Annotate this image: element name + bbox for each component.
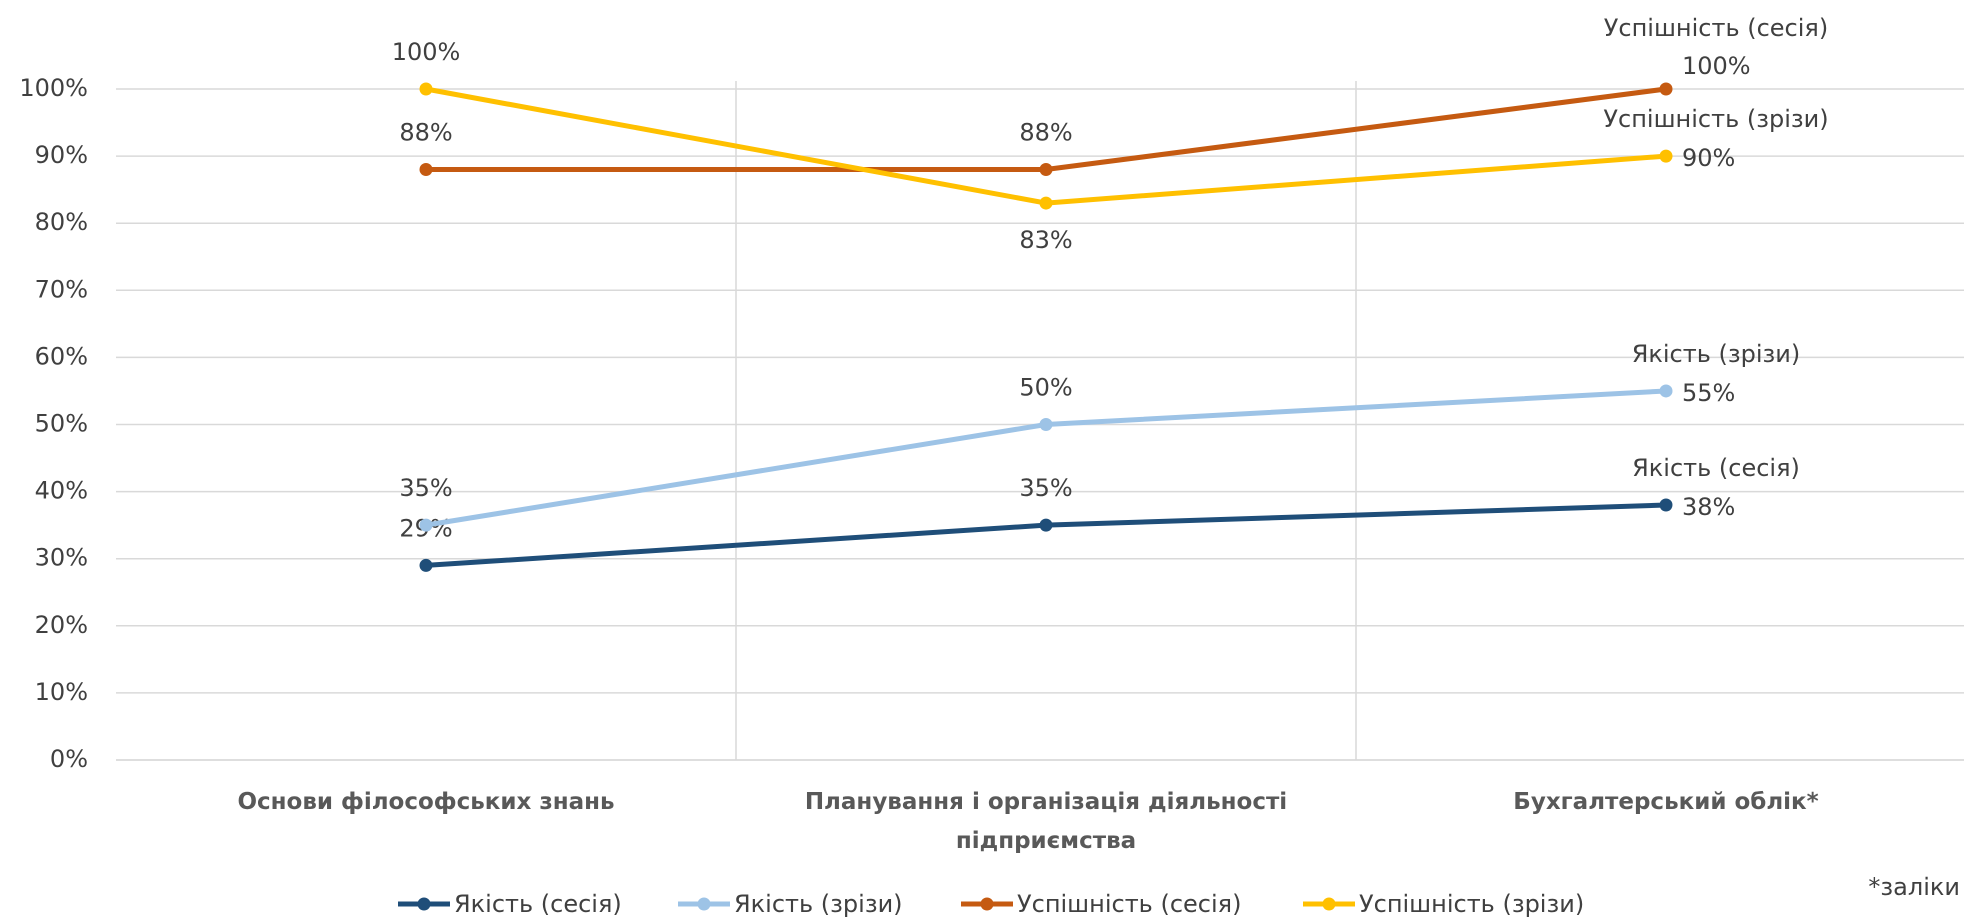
data-point	[1659, 498, 1673, 512]
y-tick-label: 40%	[35, 477, 88, 505]
legend-marker	[1322, 897, 1336, 911]
y-tick-label: 10%	[35, 678, 88, 706]
legend-label: Успішність (зрізи)	[1359, 890, 1584, 918]
legend-marker	[980, 897, 994, 911]
footnote: *заліки	[1868, 873, 1960, 901]
series-line	[425, 388, 1667, 528]
data-label-series-name: Успішність (сесія)	[1604, 14, 1828, 42]
data-label-series-name: Якість (зрізи)	[1632, 340, 1801, 368]
data-label: 35%	[1019, 474, 1072, 502]
data-label: 90%	[1682, 144, 1735, 172]
data-point	[1039, 518, 1053, 532]
data-label: 50%	[1019, 374, 1072, 402]
data-point	[419, 82, 433, 96]
data-label: 88%	[1019, 119, 1072, 147]
data-label-series-name: Якість (сесія)	[1632, 454, 1800, 482]
data-point	[1039, 196, 1053, 210]
x-tick-label: Планування і організація діяльності підп…	[804, 789, 1288, 854]
data-point	[419, 518, 433, 532]
y-tick-label: 0%	[50, 745, 88, 773]
legend-label: Якість (зрізи)	[734, 890, 903, 918]
data-label: 55%	[1682, 379, 1735, 407]
data-label: 38%	[1682, 493, 1735, 521]
legend-marker	[417, 897, 431, 911]
x-tick-label: Основи філософських знань	[237, 789, 615, 815]
legend-label: Якість (сесія)	[454, 890, 622, 918]
data-label: 88%	[399, 119, 452, 147]
data-label: 83%	[1019, 226, 1072, 254]
y-tick-label: 60%	[35, 342, 88, 370]
y-tick-label: 50%	[35, 410, 88, 438]
data-point	[1039, 418, 1053, 431]
data-label-series-name: Успішність (зрізи)	[1603, 105, 1828, 133]
legend-label: Успішність (сесія)	[1017, 890, 1241, 918]
data-point	[1659, 384, 1673, 398]
y-tick-label: 20%	[35, 611, 88, 639]
y-tick-label: 30%	[35, 544, 88, 572]
data-point	[1659, 149, 1673, 163]
data-point	[419, 163, 433, 177]
y-tick-label: 90%	[35, 141, 88, 169]
y-tick-label: 80%	[35, 208, 88, 236]
data-point	[419, 558, 433, 572]
data-point	[1039, 163, 1053, 177]
y-tick-label: 100%	[19, 74, 88, 102]
data-point	[1659, 82, 1673, 96]
x-tick-label: Бухгалтерський облік*	[1513, 789, 1819, 815]
legend-marker	[697, 897, 711, 911]
series-line	[425, 502, 1667, 568]
data-label: 100%	[392, 38, 461, 66]
data-label: 35%	[399, 474, 452, 502]
data-label: 100%	[1682, 52, 1751, 80]
y-tick-label: 70%	[35, 275, 88, 303]
